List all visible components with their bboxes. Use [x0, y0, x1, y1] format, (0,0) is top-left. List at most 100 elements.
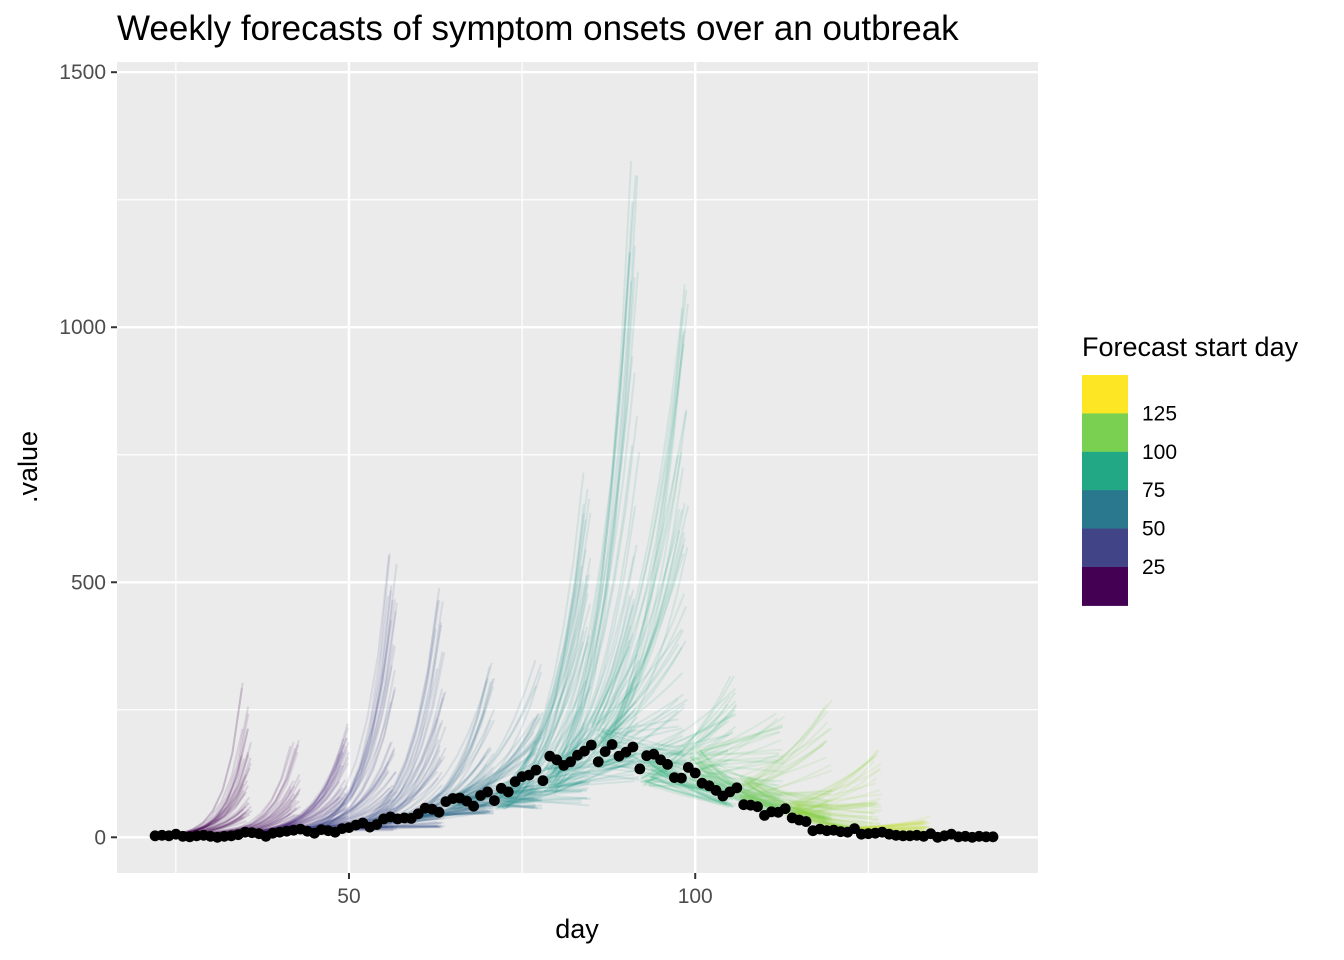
- forecast-trajectory: [641, 755, 732, 808]
- forecast-trajectory: [600, 467, 684, 762]
- forecast-trajectory: [543, 760, 634, 793]
- y-tick-label: 1500: [59, 61, 106, 84]
- forecast-trajectory: [738, 707, 826, 791]
- forecast-trajectory: [601, 718, 679, 734]
- forecast-trajectory: [601, 698, 688, 745]
- forecast-trajectory: [599, 729, 685, 769]
- forecast-trajectory: [458, 717, 536, 796]
- forecast-trajectory: [796, 802, 874, 830]
- y-tick-label: 500: [71, 571, 106, 594]
- observed-point: [606, 739, 618, 750]
- forecast-trajectory: [550, 676, 637, 769]
- forecast-trajectory: [786, 756, 876, 807]
- forecast-trajectory: [507, 513, 585, 804]
- forecast-trajectory: [548, 773, 634, 786]
- forecast-trajectory: [451, 747, 539, 803]
- forecast-trajectory: [791, 801, 874, 815]
- forecast-trajectory: [503, 790, 582, 799]
- forecast-trajectory: [697, 730, 781, 752]
- observed-point: [502, 786, 514, 798]
- forecast-trajectory: [553, 604, 635, 773]
- forecast-trajectory: [640, 703, 729, 780]
- forecast-trajectory: [502, 708, 584, 806]
- forecast-trajectory: [410, 778, 492, 820]
- forecast-trajectory: [793, 807, 879, 828]
- forecast-trajectory: [796, 802, 878, 811]
- forecast-trajectory: [590, 544, 685, 746]
- forecast-trajectory: [796, 749, 880, 810]
- forecast-trajectory: [449, 805, 537, 810]
- observed-point: [689, 767, 701, 779]
- forecast-trajectory: [453, 712, 544, 803]
- forecast-trajectory: [358, 718, 439, 828]
- observed-point: [634, 763, 646, 775]
- forecast-trajectory: [601, 537, 686, 747]
- forecast-trajectory: [358, 651, 444, 828]
- legend-label: 25: [1142, 556, 1165, 579]
- observed-point: [585, 739, 597, 751]
- forecast-trajectory: [404, 809, 493, 824]
- forecast-trajectory: [741, 741, 827, 795]
- forecast-trajectory: [603, 725, 679, 736]
- forecast-trajectory: [506, 789, 588, 794]
- observed-point: [987, 831, 999, 843]
- forecast-trajectory: [542, 175, 637, 773]
- forecast-trajectory: [595, 289, 688, 726]
- forecast-trajectory: [502, 626, 589, 802]
- forecast-trajectory: [642, 691, 736, 787]
- observed-points: [149, 739, 999, 843]
- forecast-trajectory: [261, 744, 345, 833]
- forecast-trajectory: [453, 746, 534, 797]
- forecast-trajectory: [700, 753, 780, 793]
- forecast-trajectory: [651, 765, 728, 803]
- forecast-trajectory: [547, 768, 638, 790]
- legend-swatch: [1082, 567, 1128, 606]
- forecast-trajectory: [496, 780, 584, 809]
- forecast-trajectory: [311, 798, 394, 829]
- forecast-trajectory: [596, 710, 679, 769]
- observed-point: [599, 746, 611, 757]
- forecast-trajectory: [793, 806, 875, 831]
- forecast-trajectory: [691, 771, 783, 810]
- forecast-trajectory: [549, 716, 639, 785]
- observed-point: [565, 756, 576, 768]
- forecast-trajectory: [300, 599, 396, 830]
- observed-point: [627, 741, 639, 753]
- forecast-trajectory: [253, 738, 345, 834]
- forecast-trajectory: [738, 727, 831, 788]
- forecast-trajectory: [790, 810, 880, 815]
- forecast-trajectory: [649, 703, 738, 779]
- forecast-trajectory: [647, 780, 736, 808]
- forecast-trajectory: [650, 767, 728, 805]
- legend-label: 125: [1142, 402, 1177, 425]
- forecast-trajectory: [786, 777, 878, 816]
- forecast-trajectory: [309, 645, 396, 830]
- forecast-trajectory: [696, 756, 777, 800]
- forecast-trajectory: [795, 749, 879, 808]
- forecast-trajectory: [498, 781, 590, 795]
- forecast-trajectory: [796, 802, 873, 807]
- forecast-trajectory: [410, 812, 487, 817]
- forecast-trajectory: [698, 752, 779, 756]
- forecast-trajectory: [603, 284, 686, 750]
- forecast-trajectory: [746, 739, 828, 789]
- forecast-trajectory: [742, 797, 830, 805]
- forecast-trajectory: [690, 774, 783, 783]
- forecast-trajectory: [644, 675, 732, 785]
- forecast-trajectory: [739, 727, 833, 778]
- forecast-trajectory: [739, 721, 829, 788]
- forecast-trajectory: [459, 717, 542, 807]
- forecast-trajectory: [600, 503, 686, 749]
- forecast-trajectory: [795, 807, 875, 830]
- forecast-trajectory: [496, 795, 590, 807]
- forecast-trajectory: [547, 776, 639, 787]
- forecast-trajectory: [601, 546, 689, 769]
- x-tick-label: 100: [678, 885, 713, 908]
- forecast-trajectory: [311, 753, 396, 829]
- forecast-trajectory: [555, 780, 635, 788]
- forecast-trajectory: [352, 600, 439, 827]
- forecast-trajectory: [745, 783, 832, 818]
- forecast-trajectory: [740, 756, 827, 788]
- forecast-trajectory: [794, 800, 879, 815]
- x-axis-title: day: [555, 914, 599, 944]
